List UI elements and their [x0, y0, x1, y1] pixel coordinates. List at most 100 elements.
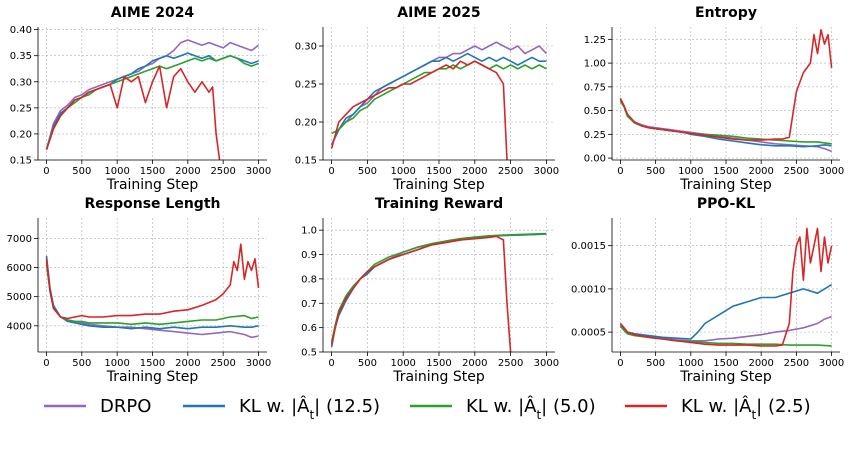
- x-tick-label: 3000: [819, 166, 844, 177]
- panel-response-length: 0 500 1000 1500 2000 2500 3000 4000 5000 6000 7000…: [7, 196, 272, 385]
- x-axis-label: Training Step: [392, 369, 485, 385]
- series-line-kl-w.-t-2.5-: [45, 65, 221, 160]
- y-tick-label: 1.25: [584, 35, 606, 46]
- y-tick-label: 0.5: [301, 348, 317, 359]
- x-tick-label: 500: [72, 358, 91, 369]
- y-tick-label: 0.50: [584, 106, 606, 117]
- x-tick-label: 2000: [175, 166, 200, 177]
- x-tick-label: 1500: [426, 166, 451, 177]
- series-line-kl-w.-t-5.0-: [619, 325, 832, 347]
- x-tick-label: 1000: [390, 166, 415, 177]
- x-tick-label: 2500: [498, 358, 523, 369]
- x-tick-label: 3000: [534, 358, 559, 369]
- x-tick-label: 2500: [210, 166, 235, 177]
- x-tick-label: 3000: [534, 166, 559, 177]
- panel-title: AIME 2024: [111, 5, 195, 21]
- legend-label: KL w. |Ât| (5.0): [466, 395, 596, 422]
- panel-entropy: 0 500 1000 1500 2000 2500 3000 0.00 0.25 0.50 0.75…: [584, 5, 845, 193]
- x-tick-label: 2000: [748, 358, 773, 369]
- x-tick-label: 2000: [462, 358, 487, 369]
- legend-label: KL w. |Ât| (12.5): [239, 395, 380, 422]
- y-tick-label: 7000: [7, 234, 32, 245]
- x-tick-label: 0: [328, 166, 334, 177]
- x-axis-label: Training Step: [679, 177, 772, 193]
- x-tick-label: 1500: [426, 358, 451, 369]
- x-axis-label: Training Step: [106, 369, 199, 385]
- y-tick-label: 0.15: [295, 156, 317, 167]
- series-line-drpo: [330, 41, 547, 146]
- x-tick-label: 2500: [784, 358, 809, 369]
- y-tick-label: 0.6: [301, 323, 317, 334]
- x-axis-label: Training Step: [679, 369, 772, 385]
- series-group: [45, 243, 260, 339]
- y-tick-label: 0.25: [295, 80, 317, 91]
- x-tick-label: 500: [358, 358, 377, 369]
- x-tick-label: 2500: [784, 166, 809, 177]
- panel-title: PPO-KL: [697, 196, 755, 212]
- x-tick-label: 1500: [140, 166, 165, 177]
- series-line-kl-w.-t-2.5-: [330, 235, 512, 352]
- y-tick-label: 0.40: [10, 25, 32, 36]
- legend-label: KL w. |Ât| (2.5): [681, 395, 811, 422]
- y-tick-label: 0.30: [10, 77, 32, 88]
- x-tick-label: 2000: [462, 166, 487, 177]
- x-tick-label: 1000: [678, 358, 703, 369]
- x-tick-label: 3000: [246, 166, 271, 177]
- series-group: [45, 39, 259, 160]
- y-tick-label: 4000: [7, 321, 32, 332]
- series-group: [330, 41, 547, 160]
- y-tick-label: 0.20: [295, 118, 317, 129]
- y-tick-label: 0.25: [584, 130, 606, 141]
- x-tick-label: 1500: [713, 358, 738, 369]
- y-tick-label: 0.9: [301, 250, 317, 261]
- panel-title: Training Reward: [375, 196, 503, 212]
- y-tick-label: 1.00: [584, 59, 606, 70]
- y-tick-label: 0.25: [10, 103, 32, 114]
- x-tick-label: 1500: [140, 358, 165, 369]
- x-tick-label: 2500: [498, 166, 523, 177]
- x-tick-label: 500: [646, 166, 665, 177]
- x-tick-label: 500: [646, 358, 665, 369]
- y-tick-label: 0.0015: [571, 241, 606, 252]
- x-tick-label: 1000: [104, 166, 129, 177]
- x-tick-label: 1000: [104, 358, 129, 369]
- x-tick-label: 3000: [246, 358, 271, 369]
- series-group: [330, 232, 547, 352]
- series-group: [619, 28, 833, 153]
- x-tick-label: 1000: [390, 358, 415, 369]
- series-line-kl-w.-t-2.5-: [330, 60, 508, 160]
- series-group: [619, 227, 833, 347]
- panel-title: AIME 2025: [397, 5, 480, 21]
- y-tick-label: 0.35: [10, 51, 32, 62]
- panel-ppo-kl: 0 500 1000 1500 2000 2500 3000 0.0005 0.0010 0.00…: [571, 196, 844, 385]
- y-tick-label: 6000: [7, 263, 32, 274]
- panel-title: Response Length: [85, 196, 221, 212]
- y-tick-label: 0.7: [301, 299, 317, 310]
- x-axis-label: Training Step: [106, 177, 199, 193]
- x-tick-label: 1500: [713, 166, 738, 177]
- legend: DRPO KL w. |Ât| (12.5) KL w. |Ât| (5.0) KL …: [44, 395, 811, 422]
- y-tick-label: 0.30: [295, 42, 317, 53]
- series-line-kl-w.-t-12.5-: [619, 98, 832, 148]
- series-line-kl-w.-t-5.0-: [330, 232, 547, 343]
- series-line-kl-w.-t-2.5-: [619, 227, 833, 347]
- legend-label: DRPO: [100, 396, 151, 417]
- panel-aime-2025: 0 500 1000 1500 2000 2500 3000 0.15 0.20 0.25 0.30…: [295, 5, 559, 193]
- y-tick-label: 0.0005: [571, 328, 606, 339]
- series-line-kl-w.-t-12.5-: [619, 283, 833, 340]
- x-tick-label: 500: [72, 166, 91, 177]
- y-tick-label: 0.15: [10, 156, 32, 167]
- x-tick-label: 3000: [819, 358, 844, 369]
- y-tick-label: 5000: [7, 292, 32, 303]
- x-tick-label: 0: [617, 358, 623, 369]
- x-tick-label: 2000: [175, 358, 200, 369]
- x-tick-label: 0: [43, 166, 49, 177]
- y-tick-label: 0.75: [584, 82, 606, 93]
- x-axis-label: Training Step: [392, 177, 485, 193]
- x-tick-label: 0: [617, 166, 623, 177]
- x-tick-label: 2000: [748, 166, 773, 177]
- x-tick-label: 0: [43, 358, 49, 369]
- x-tick-label: 2500: [210, 358, 235, 369]
- panel-aime-2024: 0 500 1000 1500 2000 2500 3000 0.15 0.20 0.25 0.30…: [10, 5, 272, 193]
